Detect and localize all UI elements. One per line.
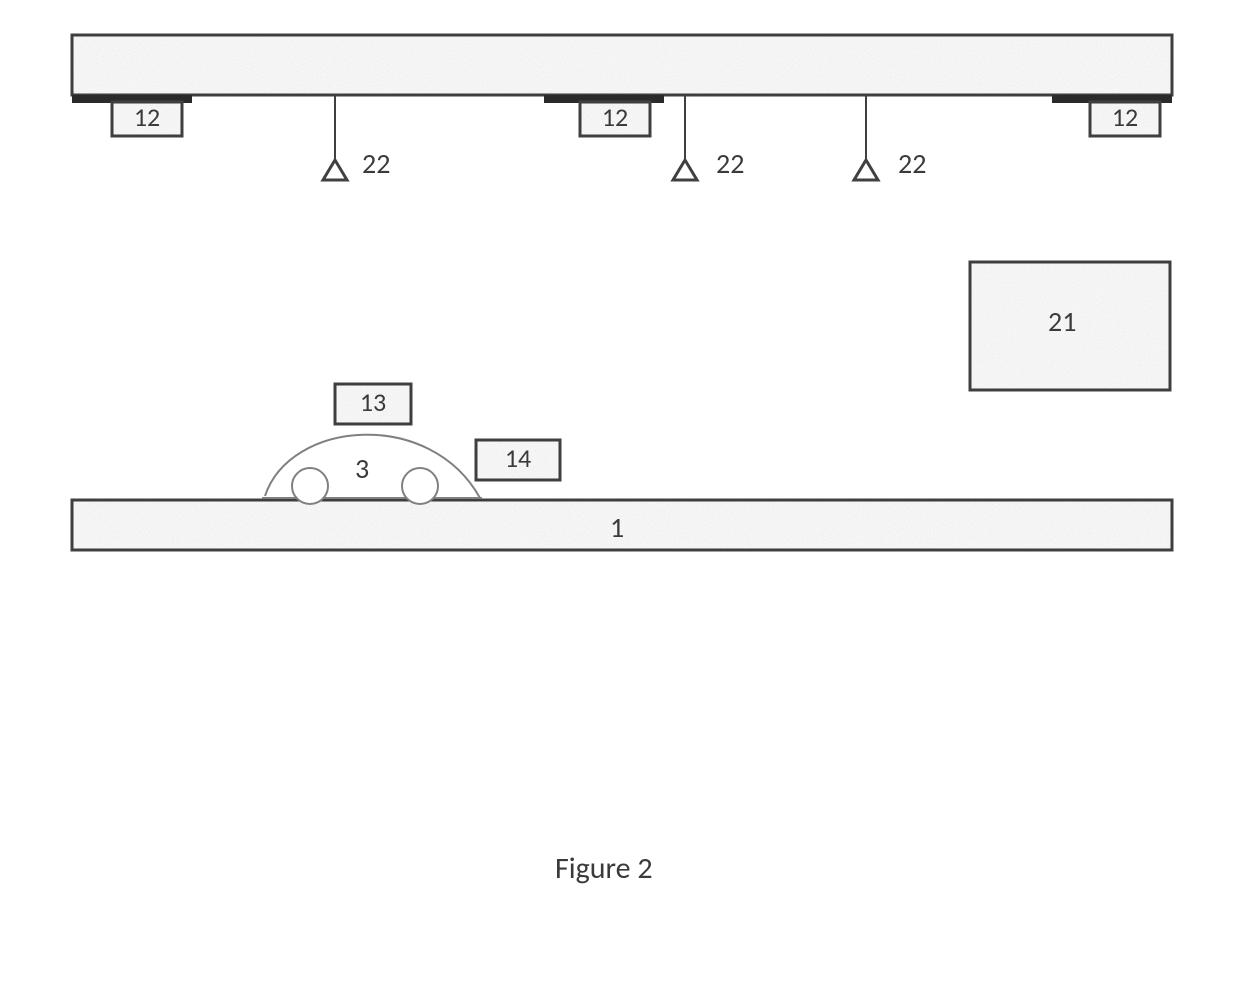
svg-text:12: 12: [134, 101, 160, 133]
svg-text:12: 12: [602, 101, 628, 133]
label-22-a: 22: [362, 150, 390, 178]
sensor-box-1: 12: [72, 95, 192, 136]
hanger-2: [673, 96, 697, 180]
label-22-b: 22: [716, 150, 744, 178]
car: [262, 435, 482, 504]
svg-text:13: 13: [360, 386, 386, 418]
label-car-body: 3: [355, 455, 369, 483]
car-box-14: 14: [476, 440, 560, 480]
figure-caption: Figure 2: [555, 850, 653, 887]
figure-svg: 12 12 12: [0, 0, 1240, 987]
svg-text:12: 12: [1112, 101, 1138, 133]
label-21: 21: [1048, 308, 1076, 336]
ceiling-beam: [72, 35, 1172, 95]
car-box-13: 13: [335, 384, 411, 424]
hanger-3: [854, 96, 878, 180]
svg-text:14: 14: [505, 442, 531, 474]
sensor-box-3: 12: [1052, 95, 1172, 136]
label-22-c: 22: [898, 150, 926, 178]
hanger-1: [323, 96, 347, 180]
sensor-box-2: 12: [544, 95, 664, 136]
label-road: 1: [610, 514, 624, 542]
